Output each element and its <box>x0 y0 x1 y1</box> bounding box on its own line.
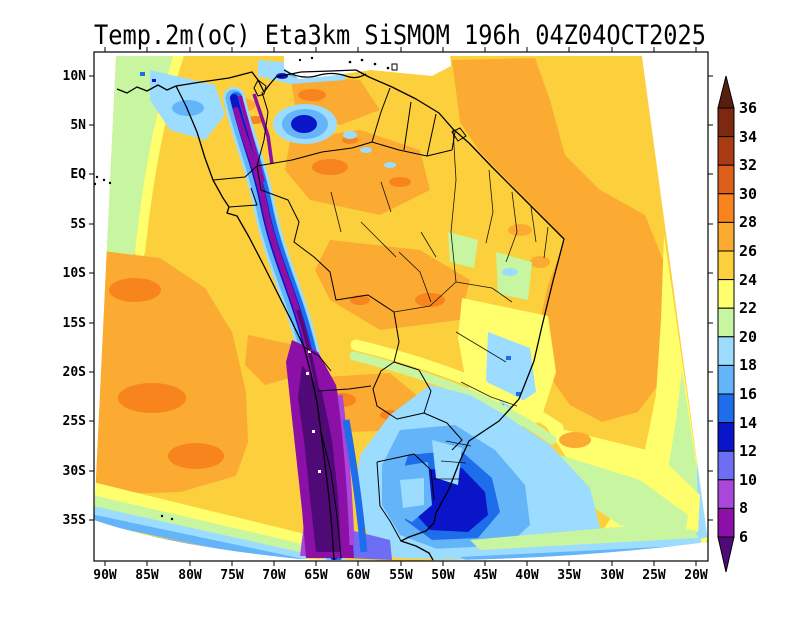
colorbar-segment <box>717 250 735 281</box>
state-borders <box>330 128 549 480</box>
glacier-speck <box>312 430 315 433</box>
colorbar-label: 8 <box>739 499 748 517</box>
colorbar-label: 36 <box>739 99 757 117</box>
colorbar-label: 24 <box>739 271 757 289</box>
colorbar-label: 18 <box>739 356 757 374</box>
glacier-speck <box>308 350 311 353</box>
y-tick-label: 10S <box>63 266 87 281</box>
colorbar-segment <box>717 450 735 481</box>
x-tick-label: 75W <box>220 568 244 583</box>
colorbar-label: 28 <box>739 213 757 231</box>
x-tick-label: 85W <box>135 568 159 583</box>
y-tick-label: 30S <box>63 464 87 479</box>
colorbar: 36 34 32 30 28 26 24 22 20 18 16 14 12 1… <box>717 75 757 573</box>
x-ticks <box>104 47 697 566</box>
colorbar-segment <box>717 507 735 538</box>
colorbar-segment <box>717 279 735 309</box>
colorbar-arrow-bottom <box>717 536 735 573</box>
glacier-speck <box>318 470 321 473</box>
colorbar-label: 34 <box>739 128 757 146</box>
colorbar-segment <box>717 164 735 195</box>
colorbar-segment <box>717 221 735 252</box>
colorbar-label: 10 <box>739 471 757 489</box>
colorbar-label: 14 <box>739 414 757 432</box>
colorbar-segment <box>717 364 735 395</box>
colorbar-labels: 36 34 32 30 28 26 24 22 20 18 16 14 12 1… <box>739 99 757 546</box>
y-tick-label: 5S <box>70 217 86 232</box>
colorbar-segment <box>717 393 735 424</box>
coastline <box>116 69 565 561</box>
x-tick-label: 35W <box>557 568 581 583</box>
x-tick-label: 70W <box>262 568 286 583</box>
colorbar-segment <box>717 193 735 223</box>
atlantic-warm-band <box>452 58 670 422</box>
colorbar-segment <box>717 307 735 338</box>
colorbar-label: 20 <box>739 328 757 346</box>
colorbar-segment <box>717 422 735 452</box>
out-of-domain-notch <box>284 56 451 79</box>
plot-title: Temp.2m(oC) Eta3km SiSMOM 196h 04Z04OCT2… <box>94 20 706 51</box>
x-tick-label: 50W <box>431 568 455 583</box>
x-tick-label: 45W <box>473 568 497 583</box>
east-edge-cool-bands <box>545 235 708 546</box>
southern-cold-pool <box>300 339 702 561</box>
x-tick-label: 55W <box>389 568 413 583</box>
southeast-pacific-warm-region <box>94 250 248 494</box>
colorbar-segment <box>717 136 735 166</box>
colorbar-segment <box>717 479 735 509</box>
temperature-field <box>94 56 708 561</box>
y-tick-label: 15S <box>63 316 87 331</box>
x-tick-label: 80W <box>178 568 202 583</box>
x-tick-label: 60W <box>346 568 370 583</box>
colorbar-label: 6 <box>739 528 748 546</box>
y-ticks <box>89 75 713 521</box>
axes: 90W 85W 80W 75W 70W 65W 60W 55W 50W 45W … <box>63 47 713 583</box>
y-tick-label: 20S <box>63 365 87 380</box>
x-tick-label: 40W <box>515 568 539 583</box>
colorbar-label: 30 <box>739 185 757 203</box>
x-tick-label: 25W <box>642 568 666 583</box>
x-tick-labels: 90W 85W 80W 75W 70W 65W 60W 55W 50W 45W … <box>93 568 708 583</box>
west-pacific-cool-strip <box>94 56 225 268</box>
colorbar-segment <box>717 336 735 366</box>
colorbar-label: 26 <box>739 242 757 260</box>
colorbar-label: 16 <box>739 385 757 403</box>
colorbar-segment <box>717 107 735 138</box>
colorbar-label: 12 <box>739 442 757 460</box>
y-tick-label: 10N <box>63 69 87 84</box>
colorbar-label: 32 <box>739 156 757 174</box>
x-tick-label: 20W <box>684 568 708 583</box>
venezuelan-andes-cold-spot <box>273 104 396 168</box>
y-tick-label: 35S <box>63 513 87 528</box>
glacier-speck <box>306 372 309 375</box>
y-tick-labels: 10N 5N EQ 5S 10S 15S 20S 25S 30S 35S <box>63 69 87 528</box>
y-tick-label: 5N <box>70 118 86 133</box>
y-tick-label: EQ <box>70 167 86 182</box>
y-tick-label: 25S <box>63 414 87 429</box>
x-tick-label: 30W <box>600 568 624 583</box>
colorbar-label: 22 <box>739 299 757 317</box>
x-tick-label: 90W <box>93 568 117 583</box>
colorbar-arrow-top <box>717 75 735 109</box>
x-tick-label: 65W <box>304 568 328 583</box>
